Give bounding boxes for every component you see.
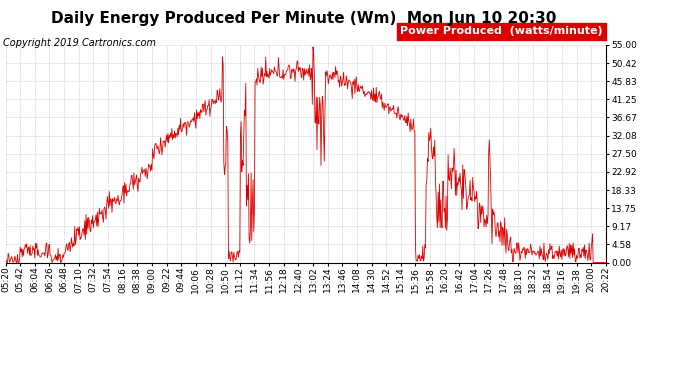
- Text: Daily Energy Produced Per Minute (Wm)  Mon Jun 10 20:30: Daily Energy Produced Per Minute (Wm) Mo…: [51, 11, 556, 26]
- Text: Copyright 2019 Cartronics.com: Copyright 2019 Cartronics.com: [3, 38, 157, 48]
- Text: Power Produced  (watts/minute): Power Produced (watts/minute): [400, 26, 603, 36]
